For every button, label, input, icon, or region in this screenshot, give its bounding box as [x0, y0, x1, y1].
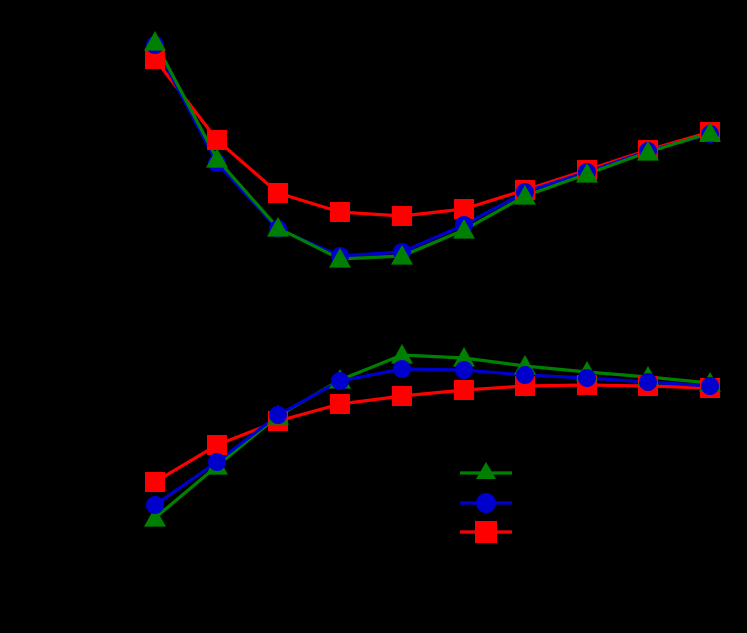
- circle-icon: [516, 366, 534, 384]
- bottom-series-blue-markers: [146, 360, 719, 514]
- legend-entry-green[interactable]: [460, 462, 512, 479]
- square-icon: [207, 435, 227, 455]
- circle-icon: [578, 369, 596, 387]
- circle-icon: [208, 453, 226, 471]
- circle-icon: [269, 406, 287, 424]
- legend-entry-red[interactable]: [460, 521, 512, 543]
- top-series-green-line: [153, 40, 712, 261]
- square-icon: [330, 202, 350, 222]
- triangle-up-icon: [514, 185, 536, 205]
- square-icon: [392, 386, 412, 406]
- square-icon: [454, 380, 474, 400]
- triangle-up-icon: [267, 217, 289, 237]
- legend: [460, 462, 512, 543]
- bottom-panel-plot-area: [144, 344, 721, 527]
- circle-icon: [393, 360, 411, 378]
- triangle-up-icon: [637, 141, 659, 161]
- triangle-up-icon: [329, 248, 351, 268]
- bottom-series-blue-line: [153, 367, 712, 507]
- circle-icon: [639, 373, 657, 391]
- circle-icon: [476, 493, 496, 513]
- square-icon: [145, 49, 165, 69]
- circle-icon: [701, 377, 719, 395]
- triangle-up-icon: [453, 219, 475, 239]
- triangle-up-icon: [144, 507, 166, 527]
- circle-icon: [146, 496, 164, 514]
- bottom-series-red-line: [153, 383, 712, 484]
- triangle-up-icon: [576, 163, 598, 183]
- square-icon: [268, 183, 288, 203]
- legend-entry-blue[interactable]: [460, 493, 512, 513]
- triangle-up-icon: [206, 148, 228, 168]
- top-series-green-markers: [144, 31, 721, 268]
- triangle-up-icon: [391, 245, 413, 265]
- triangle-up-icon: [476, 462, 496, 479]
- square-icon: [475, 521, 497, 543]
- triangle-up-icon: [144, 31, 166, 51]
- square-icon: [145, 472, 165, 492]
- bottom-series-green-line: [153, 353, 712, 520]
- triangle-up-icon: [699, 122, 721, 142]
- square-icon: [330, 394, 350, 414]
- circle-icon: [455, 361, 473, 379]
- square-icon: [392, 206, 412, 226]
- square-icon: [454, 199, 474, 219]
- top-panel-plot-area: [144, 31, 721, 268]
- square-icon: [207, 130, 227, 150]
- triangle-up-icon: [453, 347, 475, 367]
- triangle-up-icon: [391, 344, 413, 364]
- circle-icon: [331, 372, 349, 390]
